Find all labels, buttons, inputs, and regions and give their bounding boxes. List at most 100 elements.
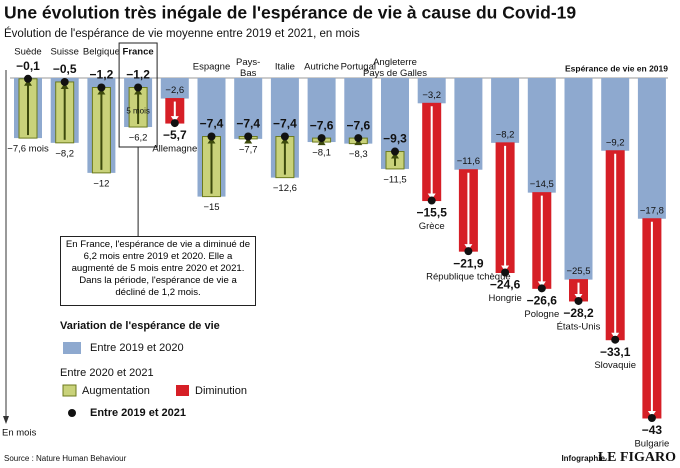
- legend-label: Entre 2019 et 2021: [90, 407, 186, 419]
- bar: [234, 78, 263, 139]
- total-dot: [574, 296, 583, 305]
- value-label: −7,6 mois: [7, 144, 49, 155]
- value-label: −1,2: [90, 68, 114, 82]
- value-label: −7,4: [273, 117, 297, 131]
- value-label: −7,6: [346, 118, 370, 132]
- chart-title: Une évolution très inégale de l'espéranc…: [4, 3, 576, 23]
- value-label: −11,5: [383, 174, 406, 185]
- value-label: −14,5: [530, 179, 554, 190]
- bar: [417, 78, 446, 104]
- bar: [527, 78, 556, 193]
- bar: [601, 78, 630, 151]
- legend-subtitle: Entre 2020 et 2021: [60, 367, 154, 379]
- value-label: −17,8: [640, 205, 664, 216]
- total-dot: [60, 77, 69, 86]
- axis-arrow-head: [3, 416, 9, 424]
- value-label: −9,2: [606, 137, 625, 148]
- annotation-note: En France, l'espérance de vie a diminué …: [60, 236, 256, 306]
- value-label: −33,1: [600, 345, 631, 359]
- x-tick-label: Espagne: [193, 62, 231, 73]
- value-label: −11,6: [457, 156, 480, 167]
- total-dot: [611, 335, 620, 344]
- total-dot: [24, 74, 32, 83]
- total-dot: [170, 119, 179, 128]
- total-dot: [427, 196, 436, 205]
- x-tick-label: Angleterre Pays de Galles: [363, 57, 427, 79]
- total-dot: [134, 83, 143, 92]
- x-tick-label: République tchèque: [426, 272, 511, 283]
- x-tick-label: Portugal: [341, 62, 376, 73]
- x-tick-label: Bulgarie: [634, 439, 669, 450]
- value-label: −28,2: [563, 306, 594, 320]
- total-dot: [537, 284, 546, 293]
- x-tick-label: Allemagne: [152, 144, 197, 155]
- legend-label: Entre 2019 et 2020: [90, 342, 184, 354]
- legend-label: Diminution: [195, 385, 247, 397]
- x-tick-label: Autriche: [304, 62, 339, 73]
- source: Source : Nature Human Behaviour: [4, 454, 127, 463]
- y-axis-label: En mois: [2, 428, 37, 439]
- annotation: 5 mois: [126, 106, 150, 115]
- value-label: −8,2: [496, 129, 515, 140]
- value-label: −7,6: [310, 118, 334, 132]
- total-dot: [464, 247, 473, 256]
- value-label: −24,6: [490, 278, 521, 292]
- total-dot: [501, 268, 510, 277]
- value-label: −6,2: [129, 133, 148, 144]
- x-tick-label: Pays-Bas: [236, 57, 260, 79]
- legend-swatch: [176, 385, 189, 396]
- bar: [160, 78, 189, 99]
- chart-subtitle: Évolution de l'espérance de vie moyenne …: [4, 27, 360, 40]
- total-dot: [391, 147, 399, 156]
- value-label: −1,2: [126, 68, 150, 82]
- value-label: −7,7: [239, 144, 258, 155]
- x-tick-label: Hongrie: [488, 293, 521, 304]
- value-label: −2,6: [165, 85, 184, 96]
- bar: [307, 78, 336, 143]
- baseline-label: Espérance de vie en 2019: [565, 63, 668, 73]
- x-tick-label: États-Unis: [557, 321, 601, 332]
- total-dot: [354, 134, 363, 143]
- value-label: −43: [642, 423, 663, 437]
- value-label: −12: [93, 178, 109, 189]
- value-label: −7,4: [200, 117, 224, 131]
- value-label: −8,3: [349, 149, 368, 160]
- value-label: −0,1: [16, 59, 40, 73]
- x-tick-label: Pologne: [524, 309, 559, 320]
- total-dot: [244, 132, 253, 141]
- total-dot: [207, 132, 216, 141]
- x-tick-label: France: [123, 47, 154, 58]
- x-tick-label: Belgique: [83, 47, 120, 58]
- legend-swatch: [63, 342, 81, 354]
- total-dot: [647, 414, 656, 422]
- bar: [491, 78, 520, 143]
- value-label: −0,5: [53, 62, 77, 76]
- legend-title: Variation de l'espérance de vie: [60, 320, 220, 332]
- value-label: −5,7: [163, 128, 187, 142]
- legend-swatch: [62, 384, 77, 397]
- value-label: −12,6: [273, 183, 297, 194]
- legend-label: Augmentation: [82, 385, 150, 397]
- value-label: −26,6: [527, 293, 558, 307]
- x-tick-label: Grèce: [419, 221, 445, 232]
- value-label: −7,4: [236, 117, 260, 131]
- bar: [637, 78, 666, 219]
- value-label: −8,2: [55, 148, 74, 159]
- bar: [344, 78, 373, 144]
- value-label: −21,9: [453, 256, 484, 270]
- bar: [454, 78, 483, 170]
- total-dot: [280, 132, 289, 141]
- x-tick-label: Suède: [14, 47, 41, 58]
- x-tick-label: Slovaquie: [594, 360, 636, 371]
- value-label: −8,1: [312, 148, 331, 159]
- credit: Infographie: [561, 454, 605, 463]
- value-label: −15: [203, 202, 219, 213]
- brand: LE FIGARO: [598, 450, 676, 465]
- bar: [564, 78, 593, 280]
- value-label: −25,5: [566, 266, 590, 277]
- legend-swatch: [68, 409, 76, 417]
- x-tick-label: Italie: [275, 62, 295, 73]
- total-dot: [97, 83, 106, 92]
